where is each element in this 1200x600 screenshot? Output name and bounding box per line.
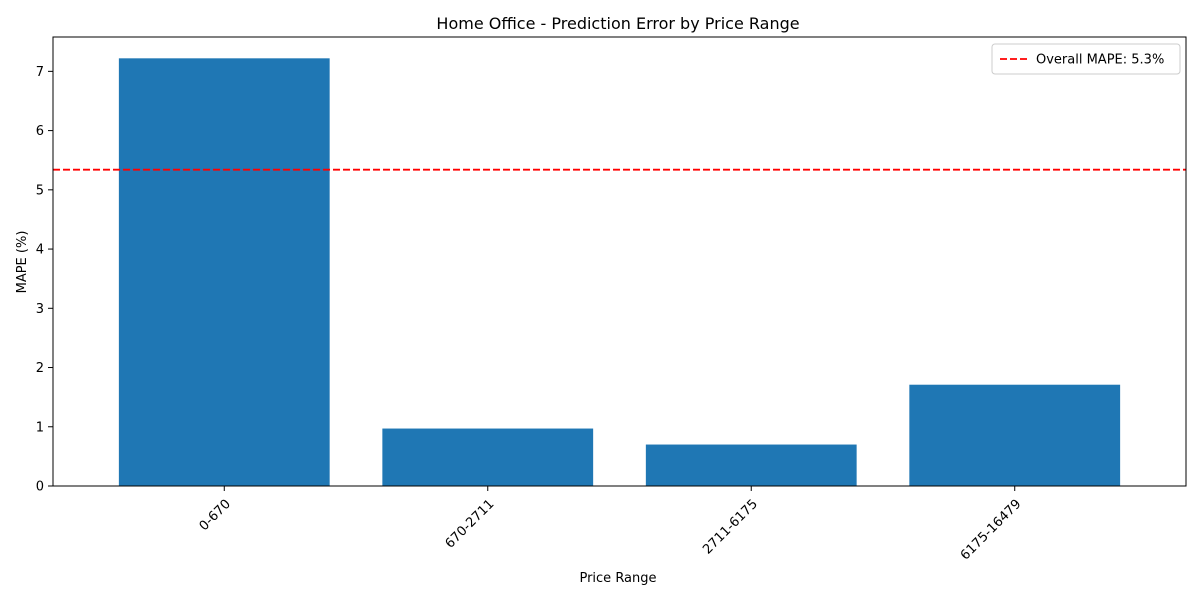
axes-frame: [52, 36, 1187, 487]
x-tick-label: 670-2711: [443, 497, 498, 552]
y-tick-label: 7: [36, 65, 44, 80]
plot-area: 0-670 670-2711 2711-6175 6175-16479 0 1 2 3 4 5 6 7…: [36, 36, 1187, 564]
y-tick-label: 3: [36, 302, 44, 317]
bar-2711-6175: [645, 444, 857, 486]
bar-6175-16479: [909, 384, 1121, 486]
y-tick-label: 5: [36, 183, 44, 198]
y-tick-label: 4: [36, 243, 44, 258]
y-tick-label: 0: [36, 480, 44, 495]
legend-box: [991, 43, 1181, 75]
x-tick-label: 0-670: [197, 497, 234, 534]
x-tick-label: 6175-16479: [958, 497, 1025, 564]
x-axis-label: Price Range: [579, 571, 656, 586]
y-axis-label: MAPE (%): [15, 231, 30, 294]
legend-label: Overall MAPE: 5.3%: [1036, 53, 1164, 68]
x-tick-label: 2711-6175: [700, 497, 761, 558]
y-tick-label: 6: [36, 124, 44, 139]
bar-670-2711: [382, 428, 594, 486]
bar-0-670: [118, 58, 330, 486]
chart-title: Home Office - Prediction Error by Price …: [436, 14, 799, 33]
y-tick-label: 1: [36, 420, 44, 435]
y-tick-label: 2: [36, 361, 44, 376]
